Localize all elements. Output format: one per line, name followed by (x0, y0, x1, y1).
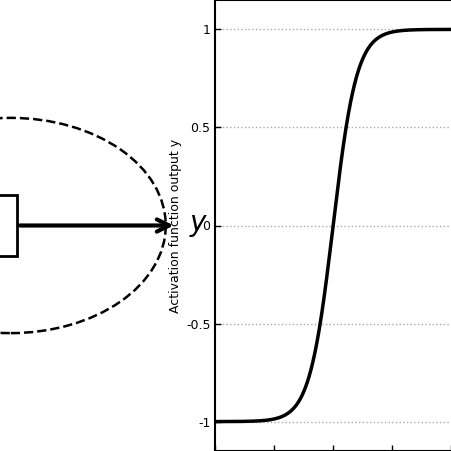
Bar (0, 195, 17, 256)
Y-axis label: Activation function output y: Activation function output y (169, 138, 182, 313)
Text: $\mathit{y}$: $\mathit{y}$ (189, 212, 209, 239)
